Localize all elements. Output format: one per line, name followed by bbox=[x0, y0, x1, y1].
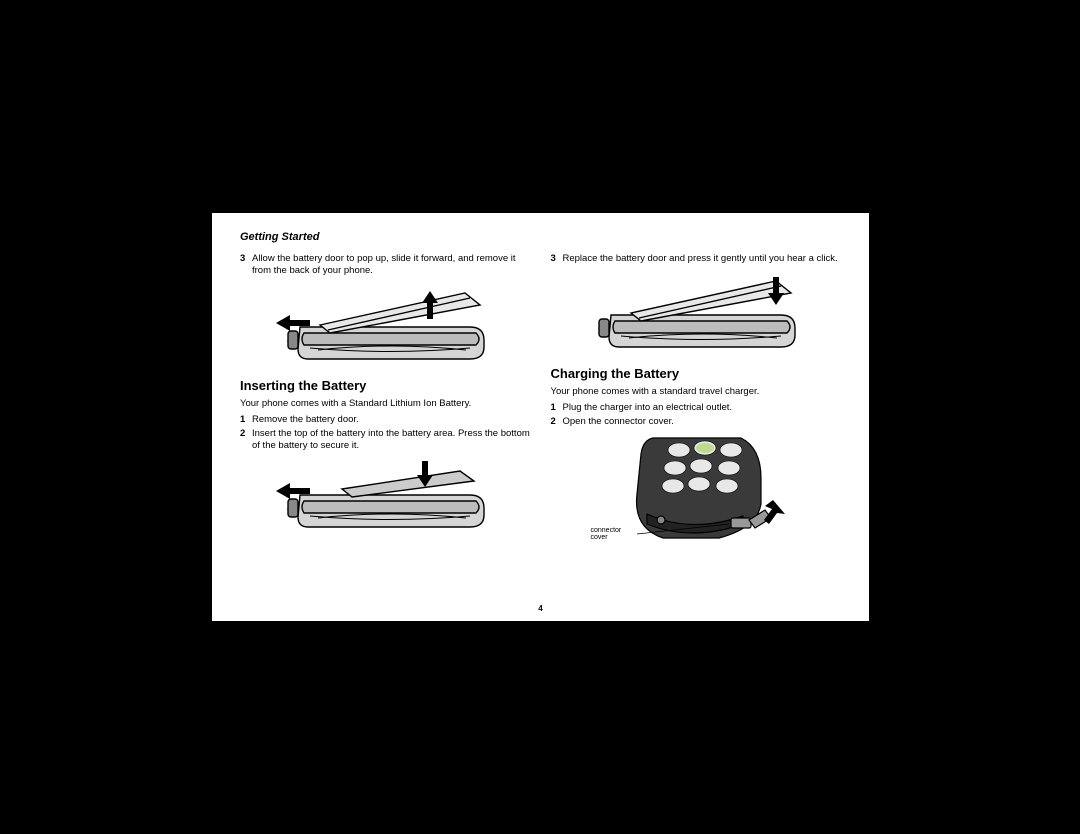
step-row: 3 Replace the battery door and press it … bbox=[551, 253, 842, 265]
step-text: Remove the battery door. bbox=[252, 414, 531, 426]
left-column: 3 Allow the battery door to pop up, slid… bbox=[240, 253, 531, 560]
figure-battery-insert bbox=[240, 457, 531, 541]
section-intro: Your phone comes with a standard travel … bbox=[551, 386, 842, 398]
step-row: 2 Insert the top of the battery into the… bbox=[240, 428, 531, 452]
step-row: 1 Remove the battery door. bbox=[240, 414, 531, 426]
callout-connector-cover: connector cover bbox=[591, 527, 622, 542]
figure-battery-door-remove bbox=[240, 283, 531, 372]
figure-battery-door-replace bbox=[551, 271, 842, 360]
page-header: Getting Started bbox=[240, 231, 841, 243]
step-number: 3 bbox=[240, 253, 252, 277]
step-number: 3 bbox=[551, 253, 563, 265]
step-row: 3 Allow the battery door to pop up, slid… bbox=[240, 253, 531, 277]
step-text: Allow the battery door to pop up, slide … bbox=[252, 253, 531, 277]
right-column: 3 Replace the battery door and press it … bbox=[551, 253, 842, 560]
step-row: 1 Plug the charger into an electrical ou… bbox=[551, 402, 842, 414]
step-number: 1 bbox=[551, 402, 563, 414]
manual-page: Getting Started 3 Allow the battery door… bbox=[212, 213, 869, 621]
two-column-layout: 3 Allow the battery door to pop up, slid… bbox=[240, 253, 841, 560]
step-text: Open the connector cover. bbox=[563, 416, 842, 428]
step-text: Replace the battery door and press it ge… bbox=[563, 253, 842, 265]
figure-connector-cover: connector cover bbox=[551, 434, 842, 554]
step-text: Plug the charger into an electrical outl… bbox=[563, 402, 842, 414]
step-row: 2 Open the connector cover. bbox=[551, 416, 842, 428]
step-number: 1 bbox=[240, 414, 252, 426]
section-title-inserting: Inserting the Battery bbox=[240, 378, 531, 394]
step-text: Insert the top of the battery into the b… bbox=[252, 428, 531, 452]
page-number: 4 bbox=[538, 604, 542, 613]
section-intro: Your phone comes with a Standard Lithium… bbox=[240, 398, 531, 410]
section-title-charging: Charging the Battery bbox=[551, 366, 842, 382]
step-number: 2 bbox=[551, 416, 563, 428]
step-number: 2 bbox=[240, 428, 252, 452]
